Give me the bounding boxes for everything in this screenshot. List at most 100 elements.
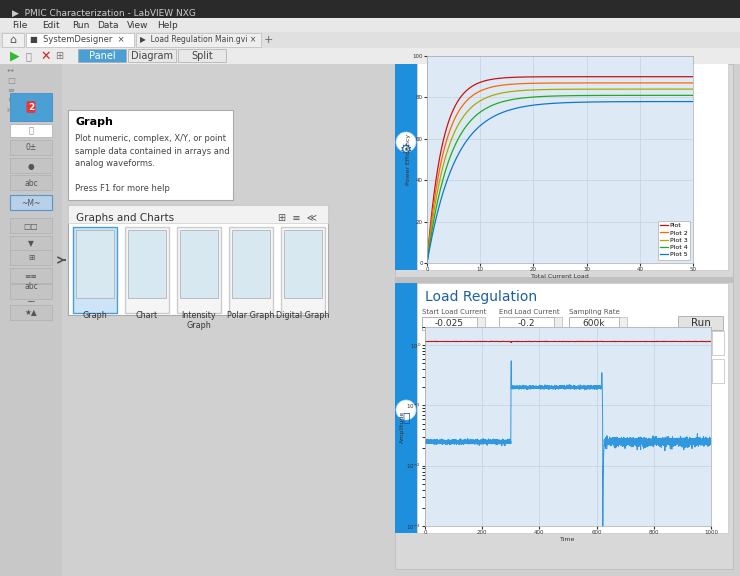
Plot 2 [585,79,594,86]
Text: 50: 50 [562,46,572,55]
Bar [136,33,261,47]
Plot 5 [688,98,697,105]
Text: ■  SystemDesigner  ×: ■ SystemDesigner × [30,36,124,44]
Bar [713,331,724,355]
Bar [499,317,554,330]
Bar [229,227,273,313]
Text: Graph: Graph [83,311,107,320]
Text: ●: ● [27,161,34,170]
Plot 4 [664,92,673,99]
Bar [545,44,589,56]
Bar [73,227,117,313]
Text: Run: Run [691,50,711,60]
Bar [589,44,596,56]
Text: ⊙: ⊙ [7,96,14,104]
Text: abc: abc [24,179,38,188]
Text: 0±: 0± [25,143,36,153]
Text: +: + [264,35,273,45]
Text: Efficiency: Efficiency [425,17,492,31]
Plot 3 [688,86,697,93]
Text: abc
__: abc __ [24,282,38,302]
Circle shape [396,132,416,152]
Bar [0,64,62,576]
Line: Plot: Plot [427,77,693,263]
Plot 2 [580,79,589,86]
Plot [423,260,431,267]
Text: V: V [714,339,719,347]
Plot 4 [647,92,656,99]
Plot 4 [585,92,594,99]
Bar [395,283,417,533]
Text: Current Steps: Current Steps [545,36,591,42]
Bar [10,93,52,121]
Bar [10,195,52,210]
Legend: Plot, Plot 2, Plot 3, Plot 4, Plot 5: Plot, Plot 2, Plot 3, Plot 4, Plot 5 [658,221,690,260]
Bar [569,317,619,330]
Text: Panel: Panel [89,51,115,61]
Plot [585,73,594,80]
Bar [76,230,114,298]
Text: ⊞: ⊞ [55,51,63,61]
Plot 5 [664,98,673,105]
Plot 4 [688,92,697,99]
Bar [178,49,226,62]
Text: Start Load Current: Start Load Current [422,309,486,315]
X-axis label: Total Current Load: Total Current Load [531,274,589,279]
Bar [0,0,740,18]
Text: ✂: ✂ [7,105,14,115]
Bar [417,283,728,533]
Bar [529,44,536,56]
Bar [128,49,176,62]
Bar [10,250,52,265]
Text: 3: 3 [620,40,626,50]
Plot 4 [423,260,431,267]
Text: Run: Run [691,318,711,328]
Bar [0,48,740,64]
Bar [619,317,627,330]
Plot 5 [423,255,432,262]
Plot 2 [581,79,590,86]
Bar [10,218,52,233]
Bar [395,10,417,270]
Bar [10,268,52,283]
Plot [581,73,590,80]
Bar [485,44,529,56]
Line: Plot 3: Plot 3 [427,89,693,263]
Text: ≡: ≡ [7,85,14,94]
Bar [713,359,724,382]
Text: ~M~: ~M~ [21,199,41,207]
Plot 5 [581,98,590,105]
Line: Plot 5: Plot 5 [427,101,693,263]
Text: Chart: Chart [136,311,158,320]
Text: ↔: ↔ [7,66,14,74]
Text: -0.025: -0.025 [434,320,463,328]
Text: End Current: End Current [485,36,525,42]
Plot 2 [647,79,656,86]
Bar [10,124,52,137]
Text: ⚙: ⚙ [400,143,412,157]
Plot 5 [423,260,431,267]
Text: Edit: Edit [42,21,60,29]
Text: -0.2: -0.2 [499,46,515,55]
Bar [678,48,723,62]
Line: Plot 4: Plot 4 [427,96,693,263]
Bar [180,230,218,298]
Bar [10,175,52,190]
Text: Graph: Graph [75,117,113,127]
Text: -0.2: -0.2 [517,320,535,328]
Bar [10,236,52,251]
Text: Start Current: Start Current [422,36,465,42]
Plot [647,73,656,80]
Y-axis label: Power Efficiency: Power Efficiency [406,134,411,185]
Text: Load Regulation: Load Regulation [425,290,537,304]
Text: ✕: ✕ [40,50,50,63]
Plot 2 [423,260,431,267]
Text: 🔍: 🔍 [29,127,33,135]
Text: Plot numeric, complex, X/Y, or point
sample data contained in arrays and
analog : Plot numeric, complex, X/Y, or point sam… [75,134,229,193]
Plot 2 [688,79,697,86]
Bar [609,50,637,61]
Bar [417,10,728,270]
Bar [10,158,52,173]
Bar [232,230,270,298]
Bar [395,277,733,283]
